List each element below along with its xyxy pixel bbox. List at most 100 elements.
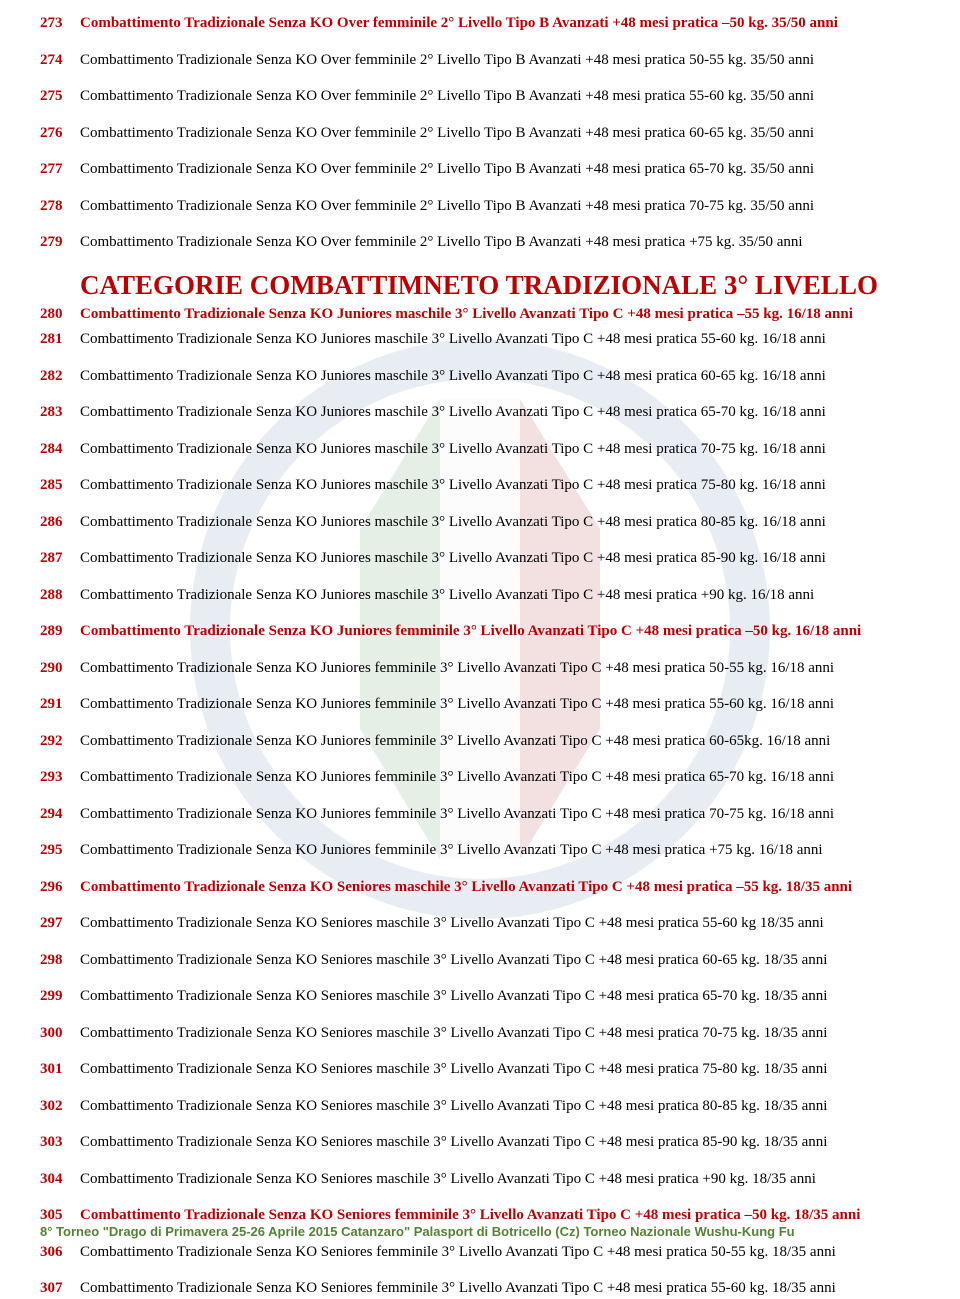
row-text: Combattimento Tradizionale Senza KO Over… (80, 51, 920, 71)
row-number: 275 (40, 87, 80, 107)
list-row: 303Combattimento Tradizionale Senza KO S… (40, 1133, 920, 1153)
row-text: Combattimento Tradizionale Senza KO Juni… (80, 622, 920, 642)
row-text: Combattimento Tradizionale Senza KO Seni… (80, 987, 920, 1007)
list-row: 283Combattimento Tradizionale Senza KO J… (40, 403, 920, 423)
row-number: 279 (40, 233, 80, 253)
row-text: Combattimento Tradizionale Senza KO Juni… (80, 513, 920, 533)
row-text: Combattimento Tradizionale Senza KO Juni… (80, 476, 920, 496)
list-row: 301Combattimento Tradizionale Senza KO S… (40, 1060, 920, 1080)
row-number: 303 (40, 1133, 80, 1153)
row-number: 282 (40, 367, 80, 387)
list-row: 279Combattimento Tradizionale Senza KO O… (40, 233, 920, 253)
row-number: 293 (40, 768, 80, 788)
row-number: 277 (40, 160, 80, 180)
row-number: 285 (40, 476, 80, 496)
row-number: 291 (40, 695, 80, 715)
row-number: 296 (40, 878, 80, 898)
list-row: 285Combattimento Tradizionale Senza KO J… (40, 476, 920, 496)
row-text: Combattimento Tradizionale Senza KO Seni… (80, 1170, 920, 1190)
row-number: 284 (40, 440, 80, 460)
row-number: 300 (40, 1024, 80, 1044)
row-text: Combattimento Tradizionale Senza KO Juni… (80, 768, 920, 788)
list-row: 305Combattimento Tradizionale Senza KO S… (40, 1206, 920, 1226)
row-text: Combattimento Tradizionale Senza KO Seni… (80, 951, 920, 971)
row-text: Combattimento Tradizionale Senza KO Juni… (80, 732, 920, 752)
list-row: 274Combattimento Tradizionale Senza KO O… (40, 51, 920, 71)
document-content: 273Combattimento Tradizionale Senza KO O… (0, 0, 960, 1299)
row-text: Combattimento Tradizionale Senza KO Juni… (80, 440, 920, 460)
list-row: 290Combattimento Tradizionale Senza KO J… (40, 659, 920, 679)
list-row: 276Combattimento Tradizionale Senza KO O… (40, 124, 920, 144)
row-number: 286 (40, 513, 80, 533)
row-text: Combattimento Tradizionale Senza KO Over… (80, 87, 920, 107)
row-number: 305 (40, 1206, 80, 1226)
row-text: Combattimento Tradizionale Senza KO Seni… (80, 1133, 920, 1153)
row-text: Combattimento Tradizionale Senza KO Juni… (80, 549, 920, 569)
list-row: 292Combattimento Tradizionale Senza KO J… (40, 732, 920, 752)
row-text: Combattimento Tradizionale Senza KO Over… (80, 197, 920, 217)
list-row: 293Combattimento Tradizionale Senza KO J… (40, 768, 920, 788)
row-number: 295 (40, 841, 80, 861)
row-number: 294 (40, 805, 80, 825)
row-number: 274 (40, 51, 80, 71)
list-row: 288Combattimento Tradizionale Senza KO J… (40, 586, 920, 606)
row-number: 304 (40, 1170, 80, 1190)
row-text: Combattimento Tradizionale Senza KO Seni… (80, 1024, 920, 1044)
list-row: 296Combattimento Tradizionale Senza KO S… (40, 878, 920, 898)
row-number: 289 (40, 622, 80, 642)
row-text: Combattimento Tradizionale Senza KO Juni… (80, 841, 920, 861)
list-row: 287Combattimento Tradizionale Senza KO J… (40, 549, 920, 569)
list-row: 307Combattimento Tradizionale Senza KO S… (40, 1279, 920, 1299)
list-row: 289Combattimento Tradizionale Senza KO J… (40, 622, 920, 642)
list-row: 295Combattimento Tradizionale Senza KO J… (40, 841, 920, 861)
row-text: Combattimento Tradizionale Senza KO Over… (80, 233, 920, 253)
list-row: 278Combattimento Tradizionale Senza KO O… (40, 197, 920, 217)
row-text: Combattimento Tradizionale Senza KO Seni… (80, 1206, 920, 1226)
list-row: 294Combattimento Tradizionale Senza KO J… (40, 805, 920, 825)
list-row: 300Combattimento Tradizionale Senza KO S… (40, 1024, 920, 1044)
row-text: Combattimento Tradizionale Senza KO Juni… (80, 305, 920, 325)
row-text: Combattimento Tradizionale Senza KO Seni… (80, 1279, 920, 1299)
row-number: 306 (40, 1243, 80, 1263)
list-row: 298Combattimento Tradizionale Senza KO S… (40, 951, 920, 971)
row-number: 290 (40, 659, 80, 679)
row-number: 292 (40, 732, 80, 752)
list-row: 282Combattimento Tradizionale Senza KO J… (40, 367, 920, 387)
row-text: Combattimento Tradizionale Senza KO Seni… (80, 1060, 920, 1080)
row-text: Combattimento Tradizionale Senza KO Over… (80, 160, 920, 180)
row-number: 298 (40, 951, 80, 971)
row-number: 278 (40, 197, 80, 217)
row-number: 276 (40, 124, 80, 144)
row-number: 297 (40, 914, 80, 934)
list-row: 284Combattimento Tradizionale Senza KO J… (40, 440, 920, 460)
list-row: 273Combattimento Tradizionale Senza KO O… (40, 14, 920, 34)
row-number: 287 (40, 549, 80, 569)
row-text: Combattimento Tradizionale Senza KO Over… (80, 14, 920, 34)
row-text: Combattimento Tradizionale Senza KO Juni… (80, 659, 920, 679)
row-text: Combattimento Tradizionale Senza KO Juni… (80, 330, 920, 350)
list-row: 302Combattimento Tradizionale Senza KO S… (40, 1097, 920, 1117)
row-number: 301 (40, 1060, 80, 1080)
list-row: 297Combattimento Tradizionale Senza KO S… (40, 914, 920, 934)
list-row: 299Combattimento Tradizionale Senza KO S… (40, 987, 920, 1007)
list-row: 277Combattimento Tradizionale Senza KO O… (40, 160, 920, 180)
row-number: 302 (40, 1097, 80, 1117)
list-row: 280Combattimento Tradizionale Senza KO J… (40, 305, 920, 325)
list-row: 306Combattimento Tradizionale Senza KO S… (40, 1243, 920, 1263)
list-row: 304Combattimento Tradizionale Senza KO S… (40, 1170, 920, 1190)
row-number: 280 (40, 305, 80, 325)
row-number: 299 (40, 987, 80, 1007)
row-number: 307 (40, 1279, 80, 1299)
row-text: Combattimento Tradizionale Senza KO Seni… (80, 914, 920, 934)
list-row: 281Combattimento Tradizionale Senza KO J… (40, 330, 920, 350)
row-number: 283 (40, 403, 80, 423)
row-text: Combattimento Tradizionale Senza KO Juni… (80, 367, 920, 387)
list-row: 275Combattimento Tradizionale Senza KO O… (40, 87, 920, 107)
row-text: Combattimento Tradizionale Senza KO Over… (80, 124, 920, 144)
row-text: Combattimento Tradizionale Senza KO Juni… (80, 695, 920, 715)
row-text: Combattimento Tradizionale Senza KO Juni… (80, 805, 920, 825)
row-number: 281 (40, 330, 80, 350)
row-text: Combattimento Tradizionale Senza KO Seni… (80, 1243, 920, 1263)
list-row: 291Combattimento Tradizionale Senza KO J… (40, 695, 920, 715)
row-text: Combattimento Tradizionale Senza KO Seni… (80, 1097, 920, 1117)
